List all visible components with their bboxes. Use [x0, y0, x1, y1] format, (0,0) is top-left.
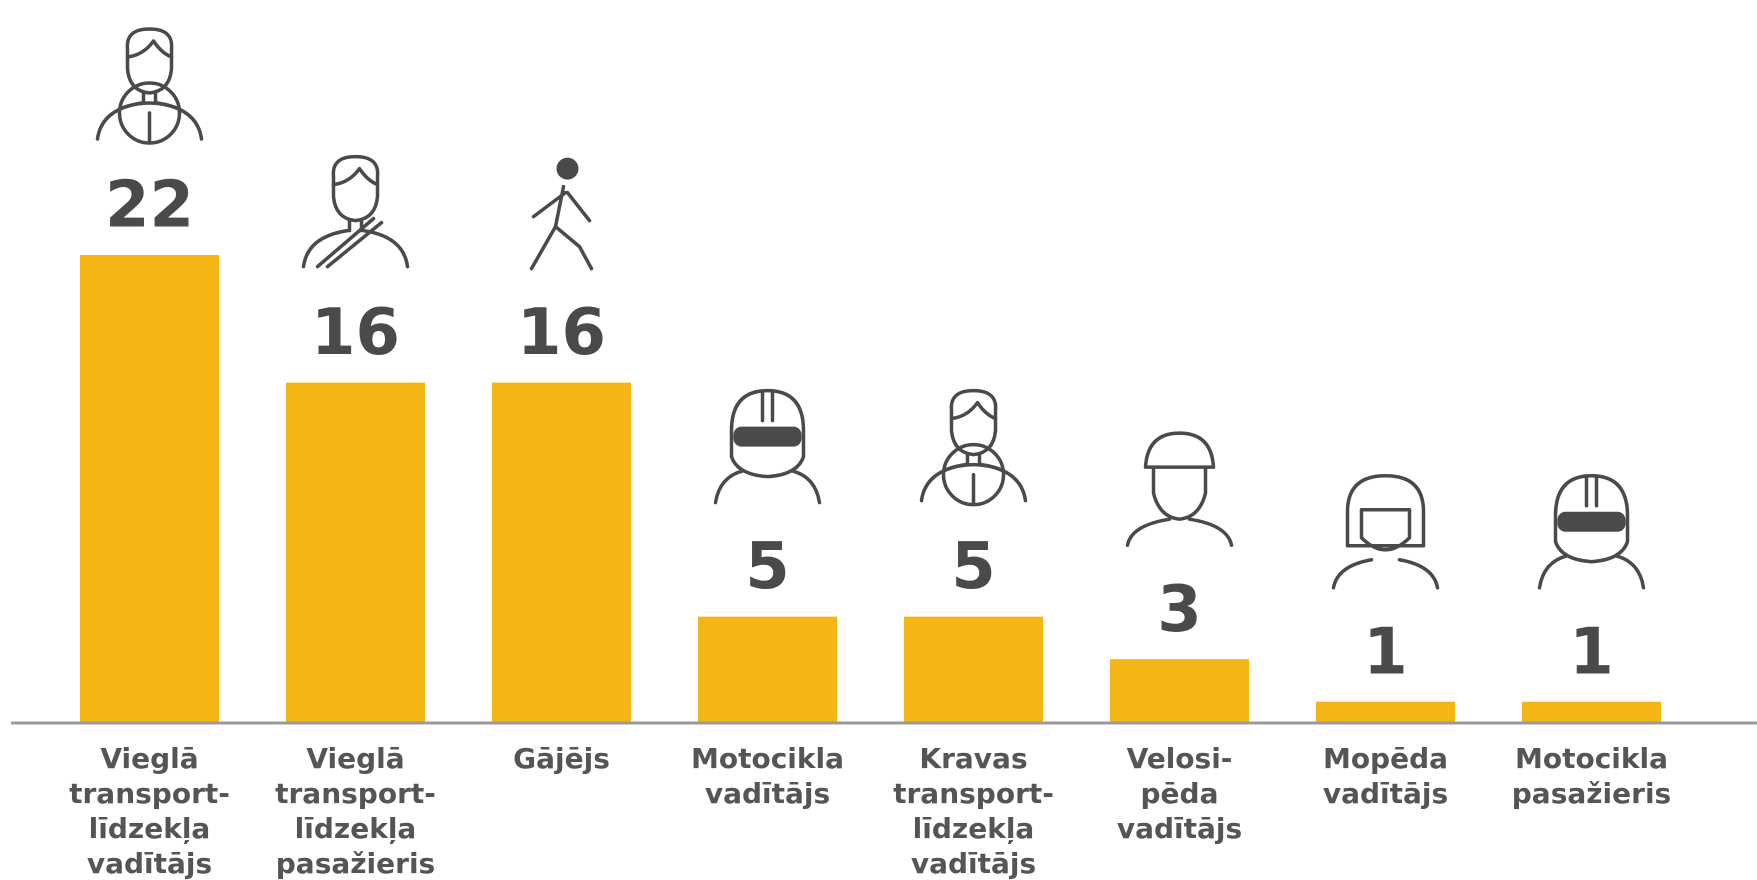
icon-part [1557, 511, 1626, 532]
icon-part [315, 216, 384, 269]
label-line: transport- [69, 777, 230, 810]
icon-part [941, 442, 1006, 507]
icon-part [1331, 557, 1440, 590]
icon-part [941, 462, 1006, 505]
label-line: transport- [893, 777, 1054, 810]
bar [1522, 701, 1661, 723]
x-tick-label: Kravas transport-līdzekļa vadītājs [893, 742, 1054, 880]
data-label: 1 [1363, 615, 1408, 689]
icon-part [733, 426, 802, 447]
icon-part [125, 39, 174, 59]
x-tick-label: Vieglā transport-līdzekļa pasažieris [275, 742, 436, 880]
bar [1110, 659, 1249, 723]
bar [698, 616, 837, 723]
x-tick-label: Motocikla vadītājs [691, 742, 844, 810]
data-label: 16 [311, 296, 400, 370]
icon-part [1125, 517, 1234, 547]
data-label: 3 [1157, 573, 1202, 647]
icon-part [729, 388, 806, 479]
icon-part [1143, 431, 1216, 469]
icon-part [117, 81, 182, 145]
label-line: Mopēda [1323, 742, 1448, 775]
icon-part [331, 166, 380, 187]
bar [286, 382, 425, 723]
icon-part [556, 157, 579, 180]
label-line: vadītājs [911, 847, 1036, 880]
icon-part [760, 390, 775, 423]
label-line: līdzekļa [913, 812, 1035, 845]
bar [904, 616, 1043, 723]
label-line: vadītājs [1323, 777, 1448, 810]
label-line: pasažieris [276, 847, 435, 880]
data-label: 5 [951, 530, 996, 604]
label-line: līdzekļa [89, 812, 211, 845]
bar [492, 382, 631, 723]
x-tick-label: Velosi-pēda vadītājs [1117, 742, 1242, 845]
icon-part [1537, 553, 1646, 590]
bar [1316, 701, 1455, 723]
data-label: 16 [517, 296, 606, 370]
label-line: pasažieris [1512, 777, 1671, 810]
icon-part [1553, 473, 1630, 564]
icon-part [117, 101, 182, 143]
data-label: 1 [1569, 615, 1614, 689]
data-label: 22 [105, 169, 194, 243]
x-tick-label: Gājējs [513, 742, 610, 775]
label-line: vadītājs [1117, 812, 1242, 845]
label-line: vadītājs [705, 777, 830, 810]
icon-part [1359, 507, 1412, 552]
icon-part [949, 400, 998, 421]
label-line: Motocikla [691, 742, 844, 775]
x-tick-label: Vieglā transport-līdzekļa vadītājs [69, 742, 230, 880]
label-line: līdzekļa [295, 812, 417, 845]
icon-part [331, 154, 380, 223]
icon-part [949, 388, 998, 457]
label-line: transport- [275, 777, 436, 810]
icon-part [529, 184, 594, 271]
bar [80, 255, 219, 723]
icon-part [1345, 473, 1426, 548]
icon-part [125, 27, 174, 95]
label-line: Velosi- [1127, 742, 1233, 775]
label-line: Gājējs [513, 742, 610, 775]
label-line: Motocikla [1515, 742, 1668, 775]
x-tick-label: Motocikla pasažieris [1512, 742, 1671, 810]
label-line: pēda [1141, 777, 1219, 810]
icon-part [1151, 467, 1208, 521]
icon-part [713, 468, 822, 505]
x-tick-label: Mopēda vadītājs [1323, 742, 1448, 810]
label-line: Vieglā [100, 742, 198, 775]
data-label: 5 [745, 530, 790, 604]
icons [95, 27, 1646, 590]
label-line: Vieglā [306, 742, 404, 775]
label-line: vadītājs [87, 847, 212, 880]
icon-part [965, 452, 982, 467]
label-line: Kravas [919, 742, 1027, 775]
icon-part [141, 91, 158, 105]
icon-part [1584, 475, 1599, 508]
